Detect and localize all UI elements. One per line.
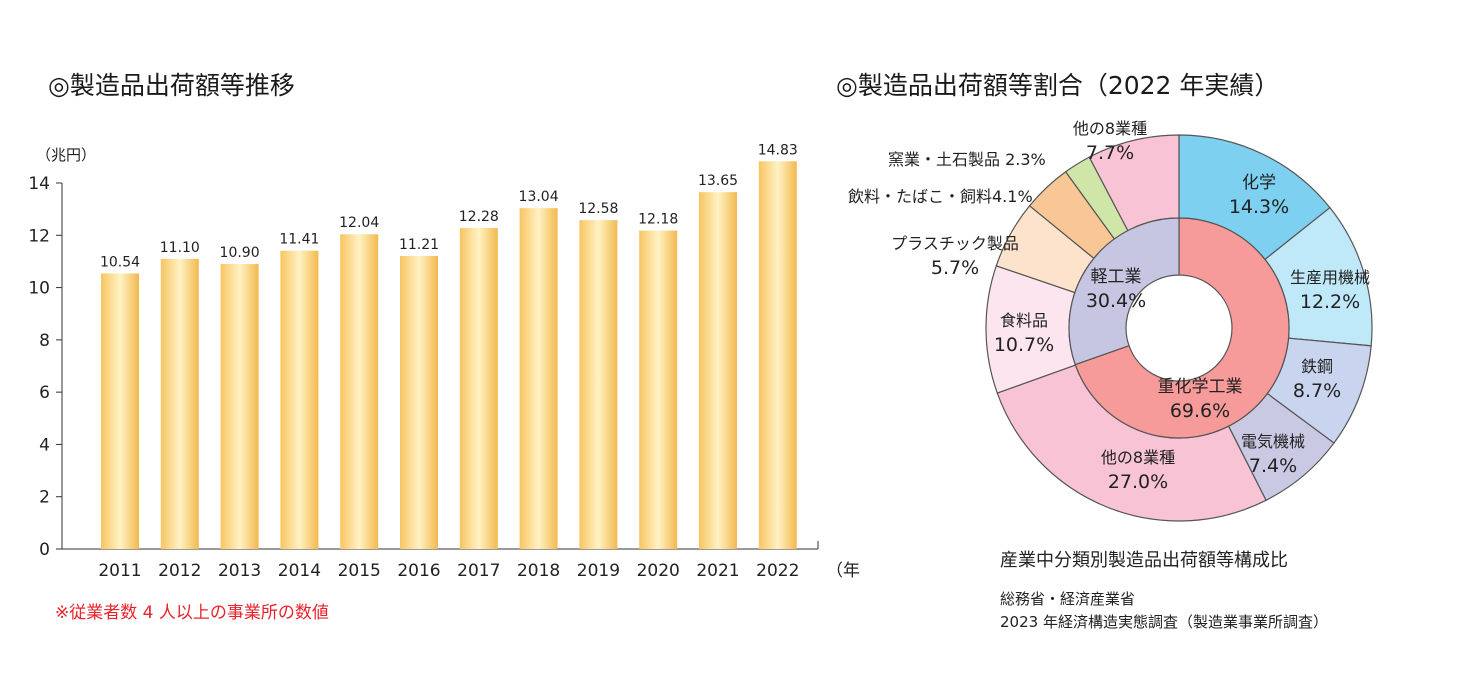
bar	[579, 220, 618, 549]
source-survey: 2023 年経済構造実態調査（製造業事業所調査）	[1000, 613, 1328, 631]
steel-percent: 8.7%	[1293, 380, 1341, 402]
bar	[400, 255, 438, 549]
bar-value-label: 13.04	[519, 189, 559, 205]
bar	[220, 264, 259, 549]
bar-chart: 0 2 4 6 8 10 12 14 （兆円） （年） 10.54 2011 11.10 2012 10.9…	[28, 142, 860, 581]
light-industry-percent: 30.4%	[1086, 290, 1146, 312]
footnote: ※従業者数 4 人以上の事業所の数値	[55, 603, 329, 623]
ceramics-label: 窯業・土石製品 2.3%	[888, 150, 1046, 169]
x-tick-label: 2021	[696, 561, 739, 581]
bar-value-label: 12.04	[339, 215, 379, 231]
bar-value-label: 14.83	[758, 142, 798, 158]
source-title: 産業中分類別製造品出荷額等構成比	[1000, 550, 1288, 571]
bar-value-label: 12.18	[638, 212, 678, 228]
production-machinery-percent: 12.2%	[1300, 291, 1360, 313]
x-tick-label: 2017	[457, 561, 500, 581]
y-tick-label: 2	[39, 488, 50, 508]
bar-value-label: 11.41	[279, 232, 319, 248]
y-tick-label: 8	[39, 331, 50, 351]
other8-light-label: 他の8業種	[1073, 119, 1147, 138]
x-tick-label: 2015	[338, 561, 381, 581]
y-tick-label: 10	[28, 279, 50, 299]
y-axis-label: （兆円）	[36, 146, 96, 164]
y-tick-label: 14	[28, 174, 50, 194]
bar	[160, 258, 199, 549]
beverages-label: 飲料・たばこ・飼料4.1%	[848, 187, 1033, 206]
other8-light-percent: 7.7%	[1086, 142, 1134, 164]
y-tick-label: 4	[39, 435, 50, 455]
food-percent: 10.7%	[994, 334, 1054, 356]
x-tick-label: 2012	[158, 561, 201, 581]
steel-label: 鉄鋼	[1301, 357, 1333, 376]
heavy-industry-label: 重化学工業	[1158, 377, 1243, 397]
x-tick-label: 2011	[98, 561, 141, 581]
bar	[101, 273, 139, 549]
bar-value-label: 10.54	[100, 254, 140, 270]
bar	[280, 250, 319, 549]
plastics-percent: 5.7%	[931, 257, 979, 279]
bar	[340, 234, 379, 550]
donut-slice	[1074, 217, 1290, 439]
y-tick-label: 12	[28, 226, 50, 246]
chemistry-percent: 14.3%	[1229, 196, 1289, 218]
bar-value-label: 12.58	[578, 201, 618, 217]
bar	[459, 227, 498, 550]
heavy-industry-percent: 69.6%	[1170, 400, 1230, 422]
donut-chart: 重化学工業 69.6% 軽工業 30.4% 化学 14.3% 生産用機械 12.2% 鉄鋼 8.7…	[848, 119, 1373, 522]
electrical-machinery-label: 電気機械	[1241, 432, 1305, 451]
light-industry-label: 軽工業	[1091, 267, 1142, 287]
other8-heavy-label: 他の8業種	[1101, 448, 1175, 467]
food-label: 食料品	[1000, 311, 1048, 330]
bar	[699, 192, 737, 549]
bar-chart-title: ◎製造品出荷額等推移	[48, 71, 295, 100]
bar	[519, 208, 558, 549]
bar-value-label: 12.28	[459, 209, 499, 225]
x-tick-label: 2022	[756, 561, 799, 581]
plastics-label: プラスチック製品	[891, 234, 1019, 253]
bar-value-label: 13.65	[698, 173, 738, 189]
bar	[758, 161, 797, 549]
x-tick-label: 2018	[517, 561, 560, 581]
y-tick-label: 0	[39, 540, 50, 560]
y-tick-label: 6	[39, 383, 50, 403]
other8-heavy-percent: 27.0%	[1108, 471, 1168, 493]
production-machinery-label: 生産用機械	[1290, 268, 1370, 287]
x-tick-label: 2016	[397, 561, 440, 581]
donut-chart-title: ◎製造品出荷額等割合（2022 年実績）	[836, 71, 1280, 100]
x-axis-label: （年）	[826, 561, 860, 581]
electrical-machinery-percent: 7.4%	[1249, 455, 1297, 477]
chemistry-label: 化学	[1242, 173, 1276, 193]
donut-slice	[1068, 217, 1180, 366]
bar	[639, 230, 678, 549]
source-org: 総務省・経済産業省	[1000, 590, 1136, 608]
bar-value-label: 11.10	[160, 240, 200, 256]
bar-value-label: 10.90	[220, 245, 260, 261]
x-tick-label: 2013	[218, 561, 261, 581]
x-tick-label: 2014	[278, 561, 321, 581]
bar-value-label: 11.21	[399, 237, 439, 253]
x-tick-label: 2020	[637, 561, 680, 581]
x-tick-label: 2019	[577, 561, 620, 581]
